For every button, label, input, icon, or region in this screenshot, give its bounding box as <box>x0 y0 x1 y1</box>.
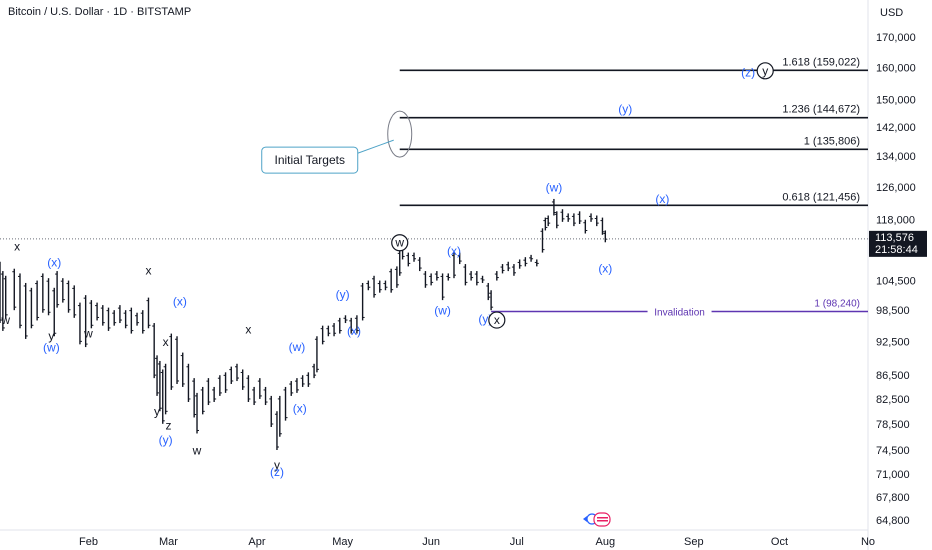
wave-label: x <box>494 313 500 327</box>
price-tick-label: 74,500 <box>876 445 910 457</box>
price-tick-label: 92,500 <box>876 337 910 349</box>
price-tick-label: 134,000 <box>876 151 916 163</box>
wave-circle <box>756 62 774 80</box>
time-tick-label: Mar <box>159 536 178 548</box>
wave-label: (w) <box>546 181 563 195</box>
wave-label: (x) <box>47 255 61 269</box>
wave-label: (x) <box>598 261 612 275</box>
last-price-countdown: 21:58:44 <box>875 244 918 256</box>
invalidation-label-bg <box>647 304 712 319</box>
wave-label: w <box>83 326 93 340</box>
wave-label: w <box>192 444 202 458</box>
price-tick-label: 67,800 <box>876 492 910 504</box>
wave-label: (w) <box>43 340 60 354</box>
price-tick-label: 150,000 <box>876 95 916 107</box>
price-tick-label: 170,000 <box>876 32 916 44</box>
fib-level-label: 0.618 (121,456) <box>782 191 860 203</box>
price-tick-label: 160,000 <box>876 62 916 74</box>
last-price-value: 113,576 <box>875 232 914 244</box>
invalidation-label: Invalidation <box>654 307 705 318</box>
time-tick-label: May <box>332 536 353 548</box>
price-tick-label: 98,500 <box>876 305 910 317</box>
time-tick-label: Feb <box>79 536 98 548</box>
wave-label: (x) <box>655 192 669 206</box>
time-axis-ticks: Feb Mar Apr May Jun Jul Aug Sep Oct No <box>79 536 875 548</box>
wave-label: (x) <box>293 401 307 415</box>
wave-label: x <box>245 323 251 337</box>
price-tick-label: 78,500 <box>876 419 910 431</box>
callout-box <box>261 146 359 174</box>
wave-label: y <box>154 405 160 419</box>
wave-label: (y) <box>159 433 173 447</box>
time-tick-label: Oct <box>771 536 788 548</box>
time-tick-label: Jul <box>510 536 524 548</box>
wave-label: x <box>14 239 20 253</box>
wave-label: y <box>274 458 280 472</box>
currency-label: USD <box>880 7 903 19</box>
wave-circle <box>488 311 506 329</box>
symbol-title: Bitcoin / U.S. Dollar · 1D · BITSTAMP <box>8 6 191 18</box>
wave-circle <box>391 234 409 252</box>
candlestick-series <box>0 198 608 451</box>
wave-label: (x) <box>347 324 361 338</box>
wave-label: x <box>145 263 151 277</box>
price-tick-label: 142,000 <box>876 122 916 134</box>
wave-label: (x) <box>447 244 461 258</box>
target-ellipse <box>387 110 413 158</box>
price-tick-label: 64,800 <box>876 515 910 527</box>
wave-label: x <box>163 335 169 349</box>
fib-level-label: 1.618 (159,022) <box>782 56 860 68</box>
wave-label: z <box>165 419 171 433</box>
wave-label: (y) <box>618 102 632 116</box>
tradingview-logo-icon <box>583 512 611 527</box>
price-tick-label: 104,500 <box>876 276 916 288</box>
time-tick-label: Sep <box>684 536 704 548</box>
price-tick-label: 86,500 <box>876 370 910 382</box>
price-tick-label: 118,000 <box>876 215 915 227</box>
wave-label: (x) <box>173 295 187 309</box>
elliott-wave-labels: x(x)wy(w)wx(x)xyz(y)wx(w)(x)y(z)(y)(x)w(… <box>0 62 774 479</box>
wave-label: (y) <box>336 288 350 302</box>
time-tick-label: No <box>861 536 875 548</box>
wave-label: (z) <box>741 65 755 79</box>
callout-text: Initial Targets <box>274 153 344 167</box>
wave-label: y <box>762 64 768 78</box>
fibonacci-levels: 1.618 (159,022) 1.236 (144,672) 1 (135,806… <box>399 56 868 207</box>
wave-label: y <box>48 329 54 343</box>
time-tick-label: Apr <box>248 536 265 548</box>
price-axis-panel[interactable] <box>868 0 932 530</box>
price-tick-label: 71,000 <box>876 469 910 481</box>
wave-label: (w) <box>289 340 306 354</box>
wave-label: (z) <box>270 465 284 479</box>
price-tick-label: 82,500 <box>876 394 910 406</box>
wave-label: (w) <box>434 303 451 317</box>
invalidation-level-label: 1 (98,240) <box>814 298 860 309</box>
last-price-tag: 113,576 21:58:44 <box>869 230 927 257</box>
wave-label: w <box>0 313 10 327</box>
fib-level-label: 1.236 (144,672) <box>782 104 860 116</box>
time-tick-label: Aug <box>596 536 616 548</box>
price-tick-label: 126,000 <box>876 182 916 194</box>
initial-targets-callout[interactable]: Initial Targets <box>261 110 413 174</box>
fib-level-label: 1 (135,806) <box>804 135 860 147</box>
price-axis-ticks: 170,000 160,000 150,000 142,000 134,000 126,0… <box>876 32 916 527</box>
time-tick-label: Jun <box>422 536 440 548</box>
wave-label: w <box>394 236 404 250</box>
invalidation-level: Invalidation 1 (98,240) <box>491 298 868 319</box>
